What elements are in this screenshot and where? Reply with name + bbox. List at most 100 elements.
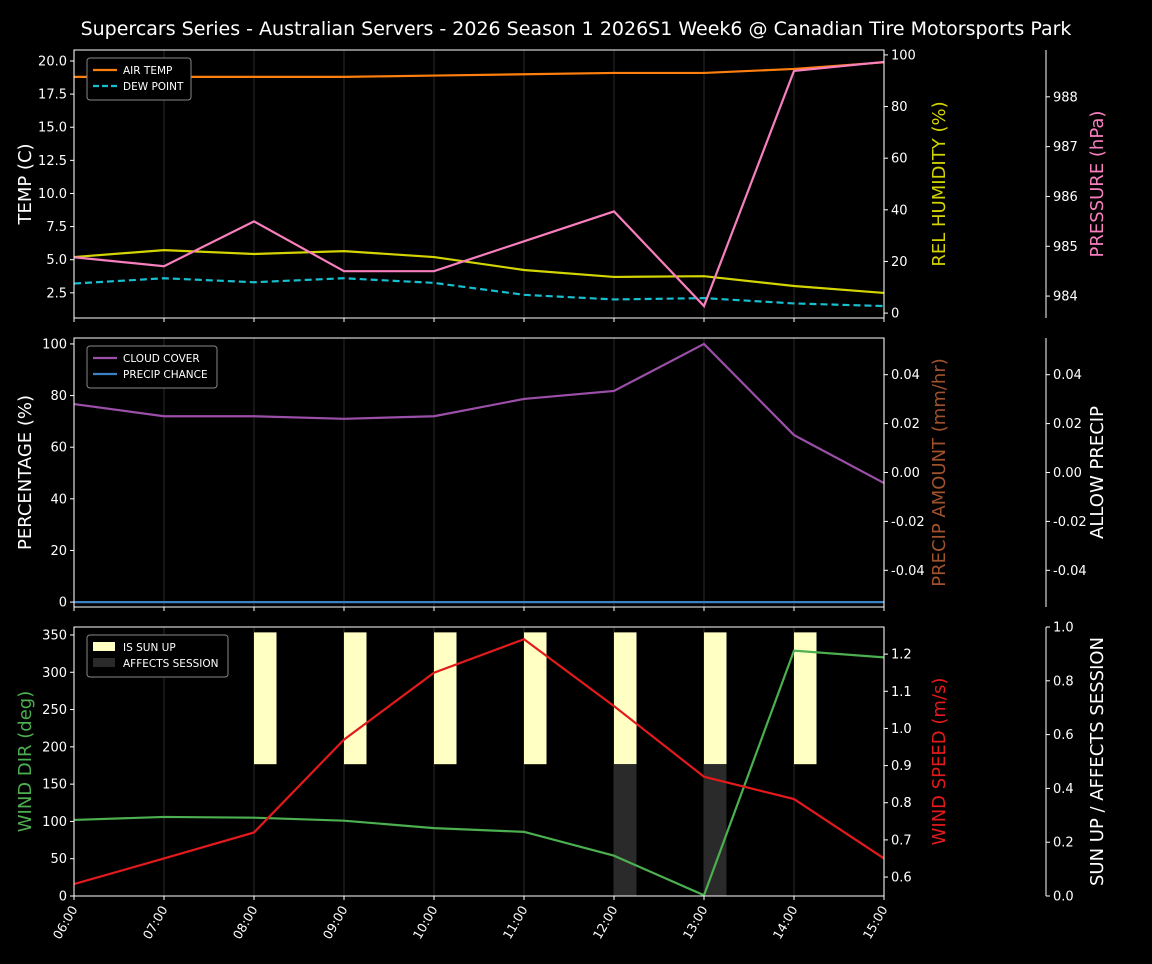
y-tick-label: 100 [891,48,916,63]
y-tick-label: 984 [1053,290,1078,305]
y-tick-label: 0 [891,307,899,322]
affects-session-bar [614,764,637,896]
y-tick-label: 15.0 [38,121,67,136]
y-tick-label: 985 [1053,240,1078,255]
x-tick-label: 11:00 [500,903,531,942]
plot-frame [73,626,885,897]
y-tick-label: 0.2 [1053,836,1074,851]
axis-label: WIND SPEED (m/s) [929,678,950,846]
y-tick-label: 50 [50,852,67,867]
y-tick-label: -0.04 [1053,564,1087,579]
y-tick-label: 0.6 [1053,728,1074,743]
y-tick-label: 100 [42,337,67,352]
series-line-wind-dir [73,649,885,897]
chart-title: Supercars Series - Australian Servers - … [81,18,1072,40]
y-tick-label: 1.0 [1053,621,1074,636]
x-tick-label: 10:00 [410,903,441,942]
x-tick-label: 14:00 [770,903,801,942]
x-tick-label: 08:00 [230,903,261,942]
axis-label: PERCENTAGE (%) [15,395,36,550]
y-tick-label: 1.1 [891,685,912,700]
legend: IS SUN UP AFFECTS SESSION [86,634,229,678]
panel-3: 0 50 100 150 200 250 300 350 WIND DIR (deg) 0.6 0.… [15,621,1108,905]
sun-up-bar [704,632,727,765]
y-tick-label: 40 [50,492,67,507]
legend-label: PRECIP CHANCE [123,369,208,381]
y-tick-label: 350 [42,628,67,643]
legend-swatch [93,642,115,651]
legend-label: DEW POINT [123,81,184,93]
axis-label: SUN UP / AFFECTS SESSION [1087,637,1108,886]
y-tick-label: 60 [50,441,67,456]
legend-box [86,57,192,101]
legend-label: AFFECTS SESSION [123,658,219,670]
series-line-rel-humidity [73,248,885,295]
y-tick-label: 0 [59,596,67,611]
y-tick-label: 986 [1053,190,1078,205]
legend-box [86,345,218,389]
y-tick-label: 0.02 [1053,417,1082,432]
y-tick-label: 100 [42,815,67,830]
sun-up-bar [434,632,457,765]
panel-1: 2.5 5.0 7.5 10.0 12.5 15.0 17.5 20.0 TEMP (C) 0 20… [15,48,1108,322]
legend-swatch [93,658,115,667]
y-tick-label: 987 [1053,140,1078,155]
sun-up-bar [524,632,547,765]
axis-label: WIND DIR (deg) [15,691,36,833]
y-tick-label: 20.0 [38,54,67,69]
legend-label: CLOUD COVER [123,353,200,365]
y-tick-label: 60 [891,152,908,167]
y-tick-label: 2.5 [46,286,67,301]
y-tick-label: 988 [1053,90,1078,105]
y-tick-label: 0.02 [891,417,920,432]
series-line-cloud-cover [73,342,885,485]
y-tick-label: 1.2 [891,648,912,663]
y-tick-label: 20 [50,544,67,559]
y-tick-label: 12.5 [38,154,67,169]
axis-label: PRESSURE (hPa) [1087,111,1108,258]
y-tick-label: 0.4 [1053,782,1074,797]
legend-label: AIR TEMP [123,65,172,77]
sun-up-bar [254,632,277,765]
legend: AIR TEMP DEW POINT [86,57,192,101]
y-tick-label: 0.8 [1053,674,1074,689]
y-tick-label: 5.0 [46,253,67,268]
y-tick-label: 0.6 [891,871,912,886]
y-tick-label: 150 [42,778,67,793]
y-tick-label: -0.04 [891,564,925,579]
axis-label: REL HUMIDITY (%) [929,101,950,266]
series-line-pressure [73,60,885,309]
sun-up-bar [344,632,367,765]
y-tick-label: 20 [891,255,908,270]
series-line-air-temp [74,61,885,78]
x-tick-label: 07:00 [140,903,171,942]
y-tick-label: 40 [891,203,908,218]
legend: CLOUD COVER PRECIP CHANCE [86,345,218,389]
y-tick-label: 0.8 [891,796,912,811]
sun-up-bar [614,632,637,765]
x-tick-label: 13:00 [680,903,711,942]
plot-frame [73,49,885,319]
y-tick-label: 0.7 [891,833,912,848]
affects-session-bar [704,764,727,896]
x-tick-label: 06:00 [50,903,81,942]
y-tick-label: 10.0 [38,187,67,202]
y-tick-label: 200 [42,740,67,755]
series-line-wind-speed [73,638,885,886]
y-tick-label: 0.04 [891,368,920,383]
y-tick-label: 80 [891,100,908,115]
y-tick-label: 250 [42,703,67,718]
y-tick-label: 80 [50,389,67,404]
axis-label: PRECIP AMOUNT (mm/hr) [929,358,950,587]
y-tick-label: 0.00 [1053,466,1082,481]
y-tick-label: 7.5 [46,220,67,235]
y-tick-label: 0 [59,890,67,905]
x-tick-label: 09:00 [320,903,351,942]
series-line-dew-point [73,277,885,308]
y-tick-label: 1.0 [891,722,912,737]
x-tick-label: 12:00 [590,903,621,942]
sun-up-bar [794,632,817,765]
legend-box [86,634,229,678]
y-tick-label: 300 [42,666,67,681]
